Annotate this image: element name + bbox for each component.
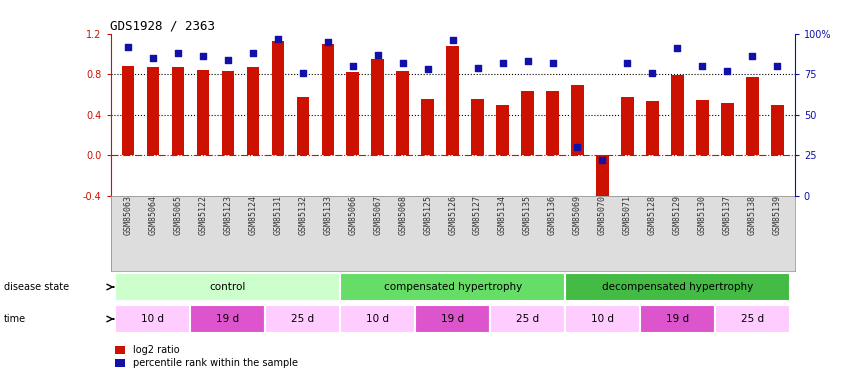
Point: [421, 66, 434, 72]
Text: 25 d: 25 d: [292, 314, 314, 324]
Point: [122, 44, 135, 50]
Bar: [640, 304, 715, 333]
Bar: [321, 44, 334, 155]
Text: 19 d: 19 d: [441, 314, 464, 324]
Point: [271, 36, 285, 42]
Bar: [571, 86, 584, 155]
Text: control: control: [210, 282, 246, 292]
Bar: [771, 105, 784, 155]
Legend: log2 ratio, percentile rank within the sample: log2 ratio, percentile rank within the s…: [116, 345, 298, 368]
Bar: [116, 273, 340, 302]
Bar: [122, 66, 134, 155]
Bar: [246, 67, 259, 155]
Point: [646, 70, 660, 76]
Point: [196, 54, 210, 60]
Point: [496, 60, 509, 66]
Bar: [565, 273, 790, 302]
Text: 25 d: 25 d: [516, 314, 539, 324]
Point: [346, 63, 360, 69]
Point: [596, 157, 609, 163]
Bar: [297, 97, 309, 155]
Bar: [415, 304, 490, 333]
Bar: [371, 59, 384, 155]
Point: [146, 55, 160, 61]
Bar: [547, 90, 558, 155]
Point: [171, 50, 184, 56]
Point: [371, 52, 384, 58]
Point: [570, 144, 584, 150]
Bar: [565, 304, 640, 333]
Bar: [222, 71, 234, 155]
Bar: [490, 304, 565, 333]
Bar: [596, 155, 609, 199]
Bar: [340, 304, 415, 333]
Point: [445, 37, 459, 43]
Bar: [672, 75, 683, 155]
Bar: [340, 273, 565, 302]
Point: [770, 63, 784, 69]
Bar: [116, 304, 190, 333]
Bar: [271, 41, 284, 155]
Text: compensated hypertrophy: compensated hypertrophy: [383, 282, 522, 292]
Point: [246, 50, 259, 56]
Bar: [147, 67, 159, 155]
Text: decompensated hypertrophy: decompensated hypertrophy: [602, 282, 753, 292]
Bar: [265, 304, 340, 333]
Bar: [746, 77, 758, 155]
Text: 25 d: 25 d: [740, 314, 764, 324]
Text: 10 d: 10 d: [366, 314, 389, 324]
Point: [671, 45, 684, 51]
Bar: [347, 72, 359, 155]
Bar: [521, 90, 534, 155]
Text: 19 d: 19 d: [666, 314, 689, 324]
Point: [546, 60, 559, 66]
Text: 10 d: 10 d: [591, 314, 614, 324]
Text: 10 d: 10 d: [141, 314, 164, 324]
Text: 19 d: 19 d: [216, 314, 240, 324]
Point: [521, 58, 535, 64]
Point: [471, 65, 484, 71]
Point: [745, 54, 759, 60]
Bar: [472, 99, 484, 155]
Bar: [696, 100, 709, 155]
Bar: [196, 70, 209, 155]
Point: [721, 68, 734, 74]
Point: [296, 70, 309, 76]
Text: GDS1928 / 2363: GDS1928 / 2363: [110, 20, 216, 33]
Text: disease state: disease state: [4, 282, 70, 292]
Bar: [496, 105, 509, 155]
Bar: [172, 67, 184, 155]
Bar: [396, 71, 409, 155]
Bar: [190, 304, 265, 333]
Bar: [621, 97, 634, 155]
Bar: [715, 304, 790, 333]
Bar: [646, 100, 659, 155]
Point: [620, 60, 634, 66]
Bar: [422, 99, 434, 155]
Point: [695, 63, 709, 69]
Text: time: time: [4, 314, 26, 324]
Point: [221, 57, 235, 63]
Bar: [446, 46, 459, 155]
Point: [396, 60, 410, 66]
Bar: [721, 103, 734, 155]
Point: [321, 39, 335, 45]
